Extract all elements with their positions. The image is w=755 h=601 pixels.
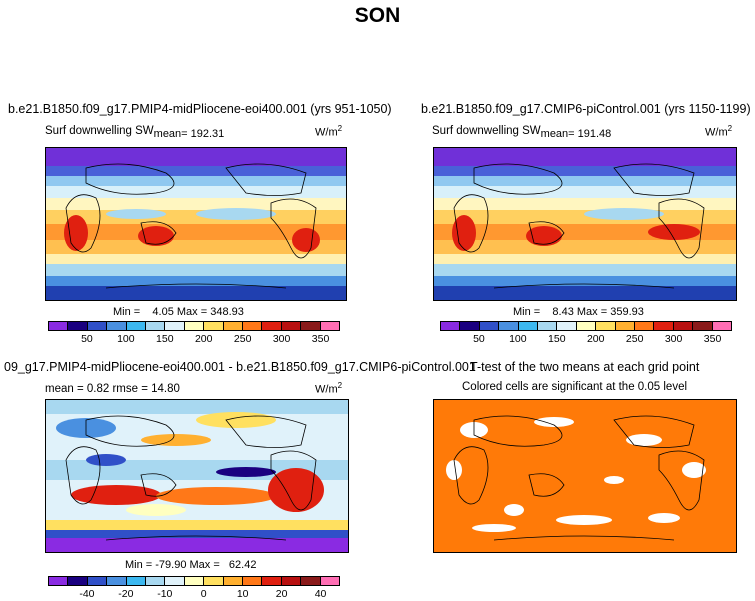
colorbar-tick-label: 200: [194, 333, 213, 345]
panel-subtitle-picontrol: Surf downwelling SWmean= 191.48: [432, 125, 612, 140]
ttest-subtitle: Colored cells are significant at the 0.0…: [462, 381, 688, 393]
colorbar-swatch: [223, 322, 244, 330]
colorbar-tick-label: 50: [473, 333, 485, 345]
colorbar-swatch: [243, 577, 263, 585]
colorbar-swatch: [243, 322, 263, 330]
colorbar-diff: -40 -20 -10 0 10 20 40: [48, 576, 340, 600]
colorbar-swatch: [615, 322, 636, 330]
colorbar-swatch: [204, 322, 224, 330]
colorbar-swatch: [673, 322, 694, 330]
colorbar-swatch: [107, 577, 127, 585]
colorbar-swatches: [440, 321, 732, 331]
colorbar-tick-label: -40: [79, 588, 95, 600]
colorbar-abs-left: 50 100 150 200 250 300 350: [48, 321, 340, 345]
map-picontrol-sw: [433, 147, 737, 301]
colorbar-swatches: [48, 321, 340, 331]
colorbar-swatch: [301, 577, 321, 585]
colorbar-swatch: [320, 577, 340, 585]
colorbar-tick-label: 20: [275, 588, 288, 600]
colorbar-swatch: [262, 322, 282, 330]
colorbar-swatch: [146, 322, 166, 330]
colorbar-swatch: [596, 322, 616, 330]
colorbar-tick-label: 200: [586, 333, 605, 345]
panel-title-midpliocene: b.e21.B1850.f09_g17.PMIP4-midPliocene-eo…: [8, 102, 392, 116]
colorbar-swatch: [518, 322, 539, 330]
colorbar-swatch: [499, 322, 519, 330]
colorbar-tick-label: 100: [117, 333, 135, 345]
colorbar-swatch: [184, 322, 205, 330]
colorbar-swatch: [87, 322, 108, 330]
colorbar-swatch: [107, 322, 127, 330]
colorbar-tick-label: 300: [664, 333, 683, 345]
minmax-picontrol: Min = 8.43 Max = 359.93: [513, 306, 644, 318]
colorbar-ticks: 50 100 150 200 250 300 350: [48, 331, 340, 345]
colorbar-swatch: [460, 322, 480, 330]
colorbar-swatch: [68, 322, 88, 330]
minmax-difference: Min = -79.90 Max = 62.42: [125, 559, 257, 571]
colorbar-swatch: [87, 577, 108, 585]
colorbar-tick-label: 150: [156, 333, 174, 345]
colorbar-tick-label: 150: [548, 333, 566, 345]
colorbar-swatch: [165, 322, 185, 330]
colorbar-tick-label: 350: [703, 333, 722, 345]
colorbar-tick-label: 350: [311, 333, 330, 345]
colorbar-swatch: [479, 322, 500, 330]
map-difference: [45, 399, 349, 553]
colorbar-swatch: [538, 322, 558, 330]
colorbar-swatch: [204, 577, 224, 585]
colorbar-swatch: [223, 577, 244, 585]
panel-title-ttest: T-test of the two means at each grid poi…: [470, 360, 700, 374]
colorbar-swatch: [126, 577, 147, 585]
colorbar-swatch: [712, 322, 732, 330]
colorbar-swatch: [165, 577, 185, 585]
colorbar-swatch: [441, 322, 461, 330]
colorbar-swatch: [49, 322, 69, 330]
units-label: W/m2: [315, 381, 343, 396]
panel-subtitle-midpliocene: Surf downwelling SWmean= 192.31: [45, 125, 225, 140]
colorbar-swatch: [126, 322, 147, 330]
colorbar-swatch: [146, 577, 166, 585]
colorbar-swatch: [320, 322, 340, 330]
colorbar-swatch: [281, 322, 302, 330]
map-ttest-significance: [433, 399, 737, 553]
colorbar-swatch: [693, 322, 713, 330]
figure-title: SON: [354, 4, 401, 27]
colorbar-ticks: -40 -20 -10 0 10 20 40: [48, 586, 340, 600]
colorbar-swatch: [301, 322, 321, 330]
map-midpliocene-sw: [45, 147, 347, 301]
difference-stats: mean = 0.82 rmse = 14.80: [45, 383, 180, 395]
colorbar-swatch: [557, 322, 577, 330]
colorbar-tick-label: 0: [200, 588, 207, 600]
colorbar-abs-right: 50 100 150 200 250 300 350: [440, 321, 732, 345]
colorbar-swatch: [281, 577, 302, 585]
colorbar-swatch: [184, 577, 205, 585]
colorbar-ticks: 50 100 150 200 250 300 350: [440, 331, 732, 345]
colorbar-tick-label: -20: [118, 588, 134, 600]
colorbar-swatch: [49, 577, 69, 585]
panel-title-difference: 09_g17.PMIP4-midPliocene-eoi400.001 - b.…: [4, 360, 476, 374]
colorbar-swatch: [262, 577, 282, 585]
panel-title-picontrol: b.e21.B1850.f09_g17.CMIP6-piControl.001 …: [421, 102, 751, 116]
units-label: W/m2: [315, 124, 343, 139]
colorbar-tick-label: 100: [509, 333, 527, 345]
colorbar-swatch: [68, 577, 88, 585]
colorbar-tick-label: 250: [625, 333, 644, 345]
colorbar-swatch: [654, 322, 674, 330]
colorbar-tick-label: 50: [81, 333, 93, 345]
colorbar-tick-label: 250: [233, 333, 252, 345]
units-label: W/m2: [705, 124, 733, 139]
minmax-midpliocene: Min = 4.05 Max = 348.93: [113, 306, 244, 318]
colorbar-tick-label: 10: [236, 588, 249, 600]
colorbar-tick-label: 300: [272, 333, 291, 345]
colorbar-swatch: [576, 322, 597, 330]
colorbar-tick-label: 40: [314, 588, 327, 600]
colorbar-swatch: [635, 322, 655, 330]
colorbar-tick-label: -10: [157, 588, 173, 600]
colorbar-swatches: [48, 576, 340, 586]
